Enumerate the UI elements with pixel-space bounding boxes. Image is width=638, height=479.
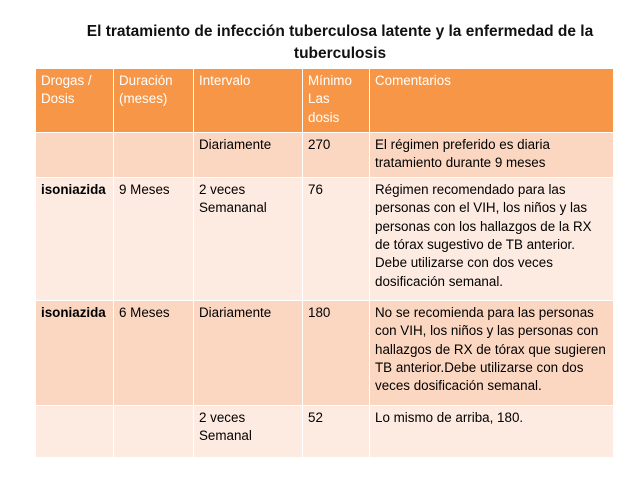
header-drogas: Drogas / Dosis bbox=[35, 68, 114, 133]
cell-drogas: isoniazida bbox=[35, 299, 114, 406]
cell-minimo: 270 bbox=[302, 132, 370, 178]
table-row: Diariamente 270 El régimen preferido es … bbox=[35, 132, 614, 178]
cell-duracion bbox=[113, 404, 194, 458]
cell-intervalo: 2 veces Semanal bbox=[193, 404, 303, 458]
table-row: isoniazida 6 Meses Diariamente 180 No se… bbox=[35, 299, 614, 406]
header-minimo: Mínimo Las dosis bbox=[302, 68, 370, 133]
cell-intervalo: Diariamente bbox=[193, 299, 303, 406]
table-row: 2 veces Semanal 52 Lo mismo de arriba, 1… bbox=[35, 404, 614, 458]
page-title: El tratamiento de infección tuberculosa … bbox=[86, 23, 594, 62]
cell-minimo: 52 bbox=[302, 404, 370, 458]
cell-minimo: 76 bbox=[302, 176, 370, 301]
cell-comentarios: Lo mismo de arriba, 180. bbox=[369, 404, 614, 458]
cell-intervalo: 2 veces Semananal bbox=[193, 176, 303, 301]
cell-drogas: isoniazida bbox=[35, 176, 114, 301]
cell-minimo: 180 bbox=[302, 299, 370, 406]
table-header-row: Drogas / Dosis Duración (meses) Interval… bbox=[35, 68, 614, 133]
cell-comentarios: Régimen recomendado para las personas co… bbox=[369, 176, 614, 301]
header-comentarios: Comentarios bbox=[369, 68, 614, 133]
header-duracion: Duración (meses) bbox=[113, 68, 194, 133]
header-intervalo: Intervalo bbox=[193, 68, 303, 133]
cell-drogas bbox=[35, 132, 114, 178]
cell-duracion: 9 Meses bbox=[113, 176, 194, 301]
cell-comentarios: El régimen preferido es diaria tratamien… bbox=[369, 132, 614, 178]
table-row: isoniazida 9 Meses 2 veces Semananal 76 … bbox=[35, 176, 614, 301]
cell-comentarios: No se recomienda para las personas con V… bbox=[369, 299, 614, 406]
cell-drogas bbox=[35, 404, 114, 458]
cell-duracion bbox=[113, 132, 194, 178]
cell-duracion: 6 Meses bbox=[113, 299, 194, 406]
cell-intervalo: Diariamente bbox=[193, 132, 303, 178]
treatment-table: Drogas / Dosis Duración (meses) Interval… bbox=[35, 68, 614, 458]
